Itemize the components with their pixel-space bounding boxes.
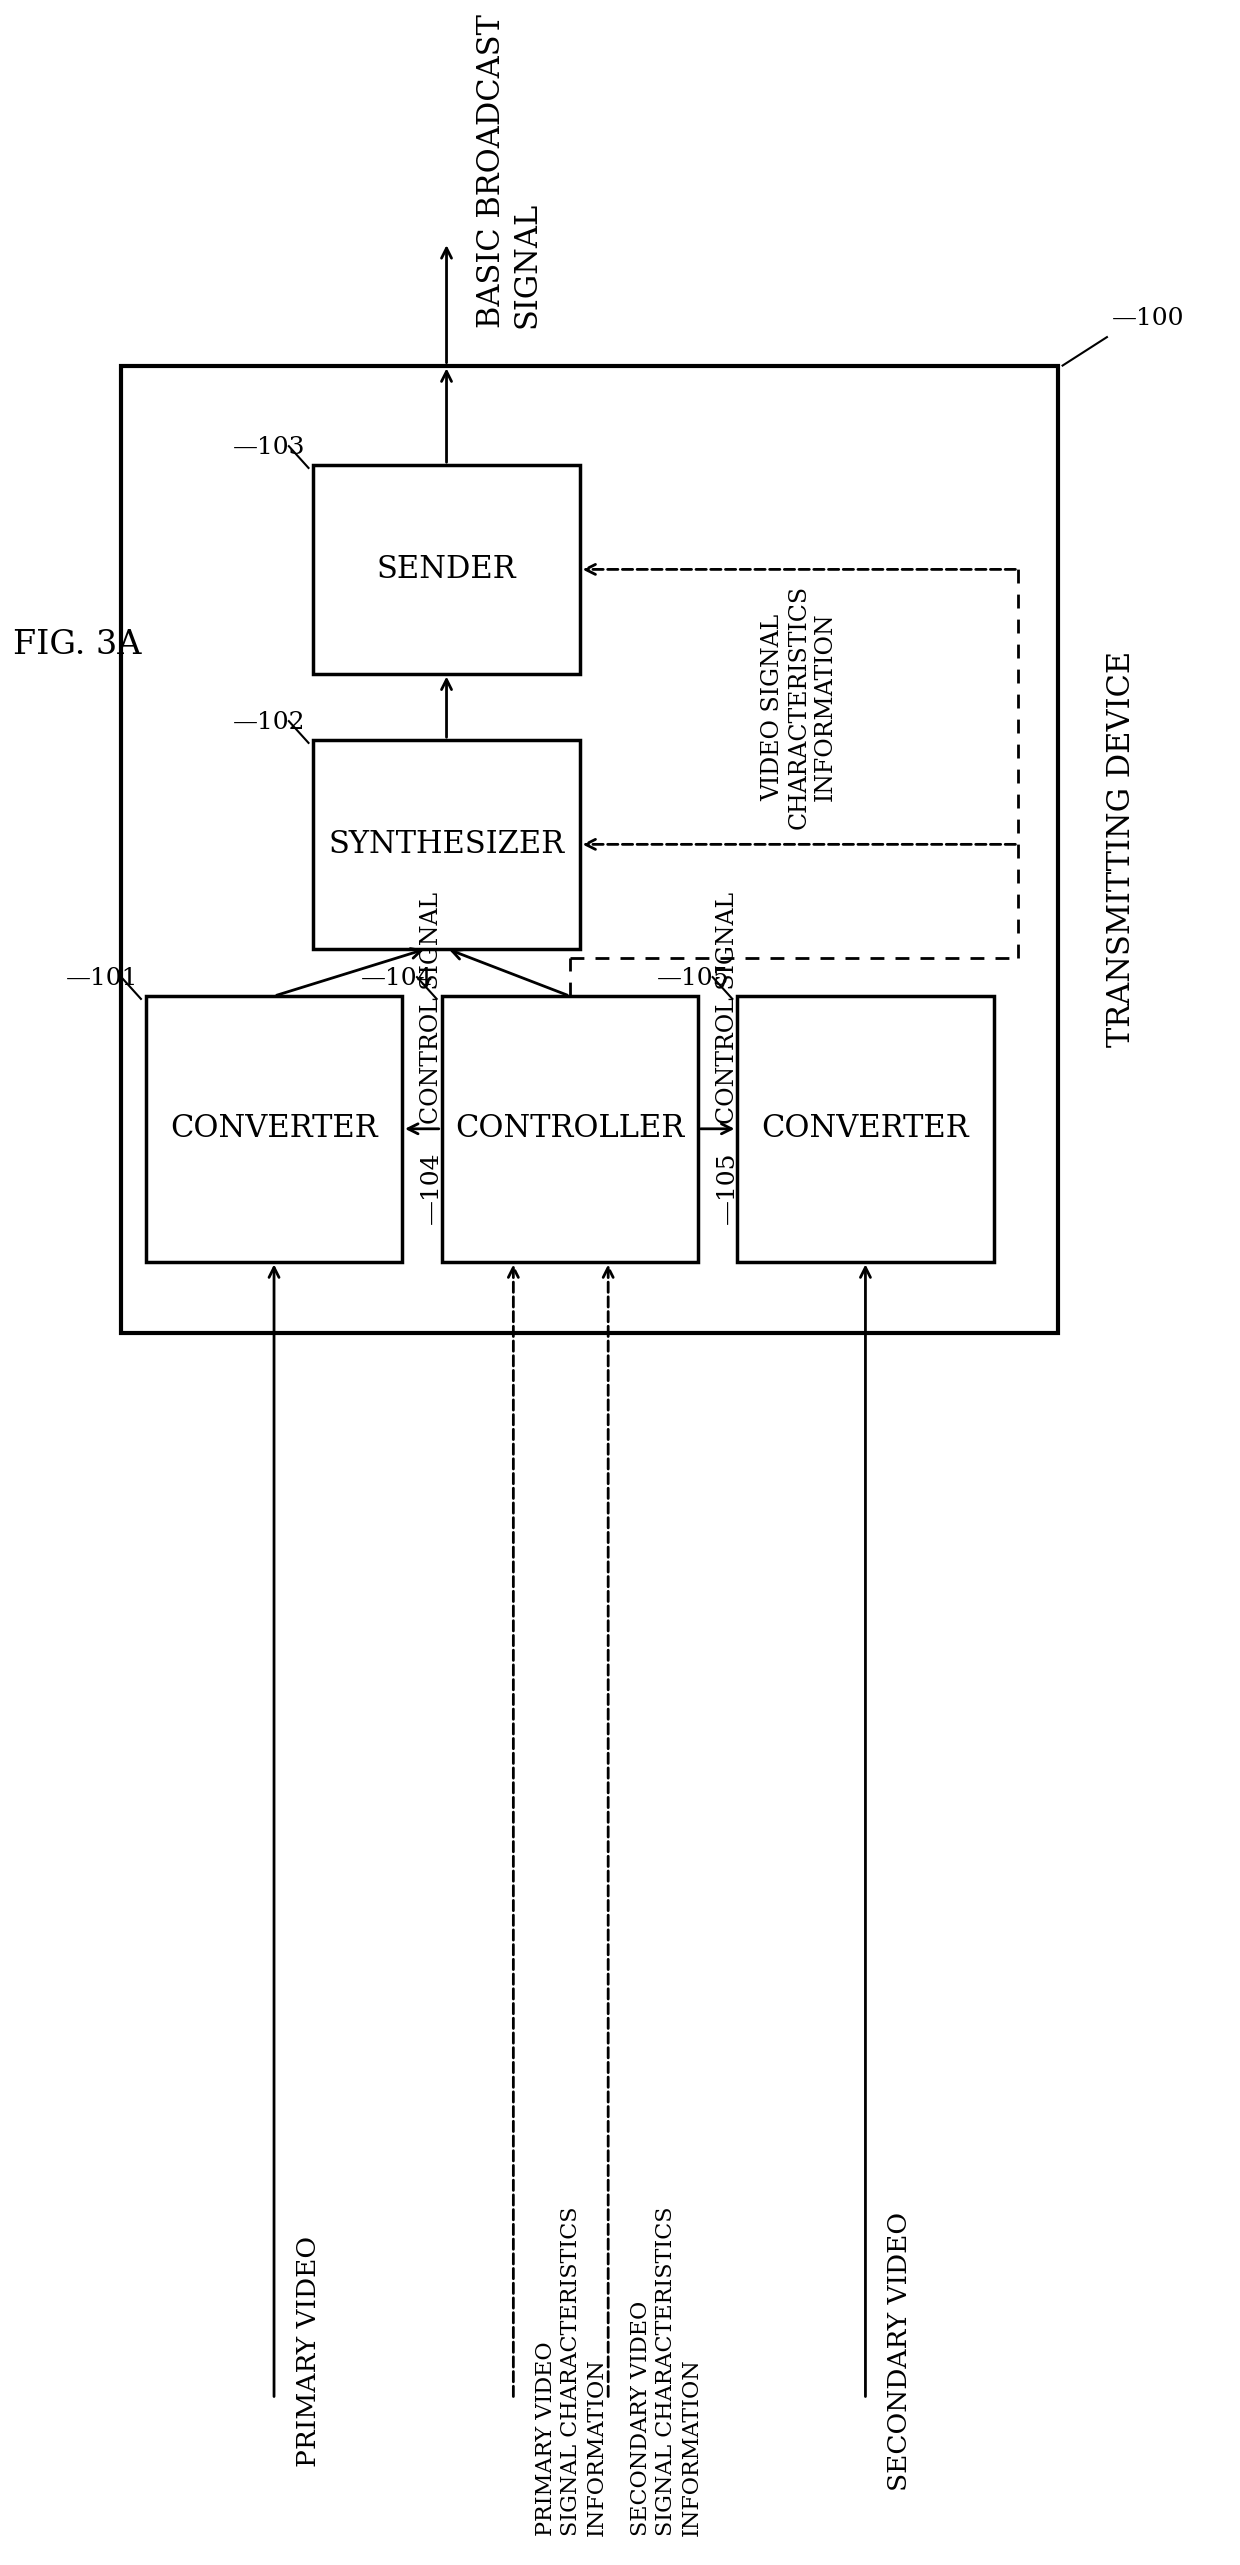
Text: CONTROLLER: CONTROLLER xyxy=(455,1113,684,1144)
Text: SYNTHESIZER: SYNTHESIZER xyxy=(329,828,564,859)
Bar xyxy=(441,995,698,1262)
Text: PRIMARY VIDEO
SIGNAL CHARACTERISTICS
INFORMATION: PRIMARY VIDEO SIGNAL CHARACTERISTICS INF… xyxy=(534,2206,608,2537)
Text: PRIMARY VIDEO: PRIMARY VIDEO xyxy=(295,2237,321,2468)
Text: —105: —105 xyxy=(657,967,729,990)
Text: SECONDARY VIDEO: SECONDARY VIDEO xyxy=(887,2214,913,2491)
Text: —104: —104 xyxy=(361,967,434,990)
Text: VIDEO SIGNAL
CHARACTERISTICS
INFORMATION: VIDEO SIGNAL CHARACTERISTICS INFORMATION xyxy=(761,585,837,828)
Text: CONTROL SIGNAL: CONTROL SIGNAL xyxy=(715,893,739,1123)
Text: —100: —100 xyxy=(1112,308,1184,328)
Bar xyxy=(146,995,402,1262)
Bar xyxy=(314,464,579,675)
Text: —103: —103 xyxy=(233,436,305,459)
Text: BASIC BROADCAST
SIGNAL: BASIC BROADCAST SIGNAL xyxy=(476,15,543,328)
Text: FIG. 3A: FIG. 3A xyxy=(12,628,141,662)
Text: —102: —102 xyxy=(233,711,305,734)
Bar xyxy=(314,741,579,949)
Text: SENDER: SENDER xyxy=(377,554,516,585)
Bar xyxy=(122,367,1058,1334)
Text: TRANSMITTING DEVICE: TRANSMITTING DEVICE xyxy=(1106,652,1137,1047)
Text: —105: —105 xyxy=(715,1152,739,1224)
Text: SECONDARY VIDEO
SIGNAL CHARACTERISTICS
INFORMATION: SECONDARY VIDEO SIGNAL CHARACTERISTICS I… xyxy=(630,2206,703,2537)
Text: CONVERTER: CONVERTER xyxy=(170,1113,378,1144)
Text: —104: —104 xyxy=(420,1152,443,1224)
Text: —101: —101 xyxy=(66,967,138,990)
Text: CONTROL SIGNAL: CONTROL SIGNAL xyxy=(420,893,443,1123)
Bar xyxy=(738,995,993,1262)
Text: CONVERTER: CONVERTER xyxy=(761,1113,970,1144)
